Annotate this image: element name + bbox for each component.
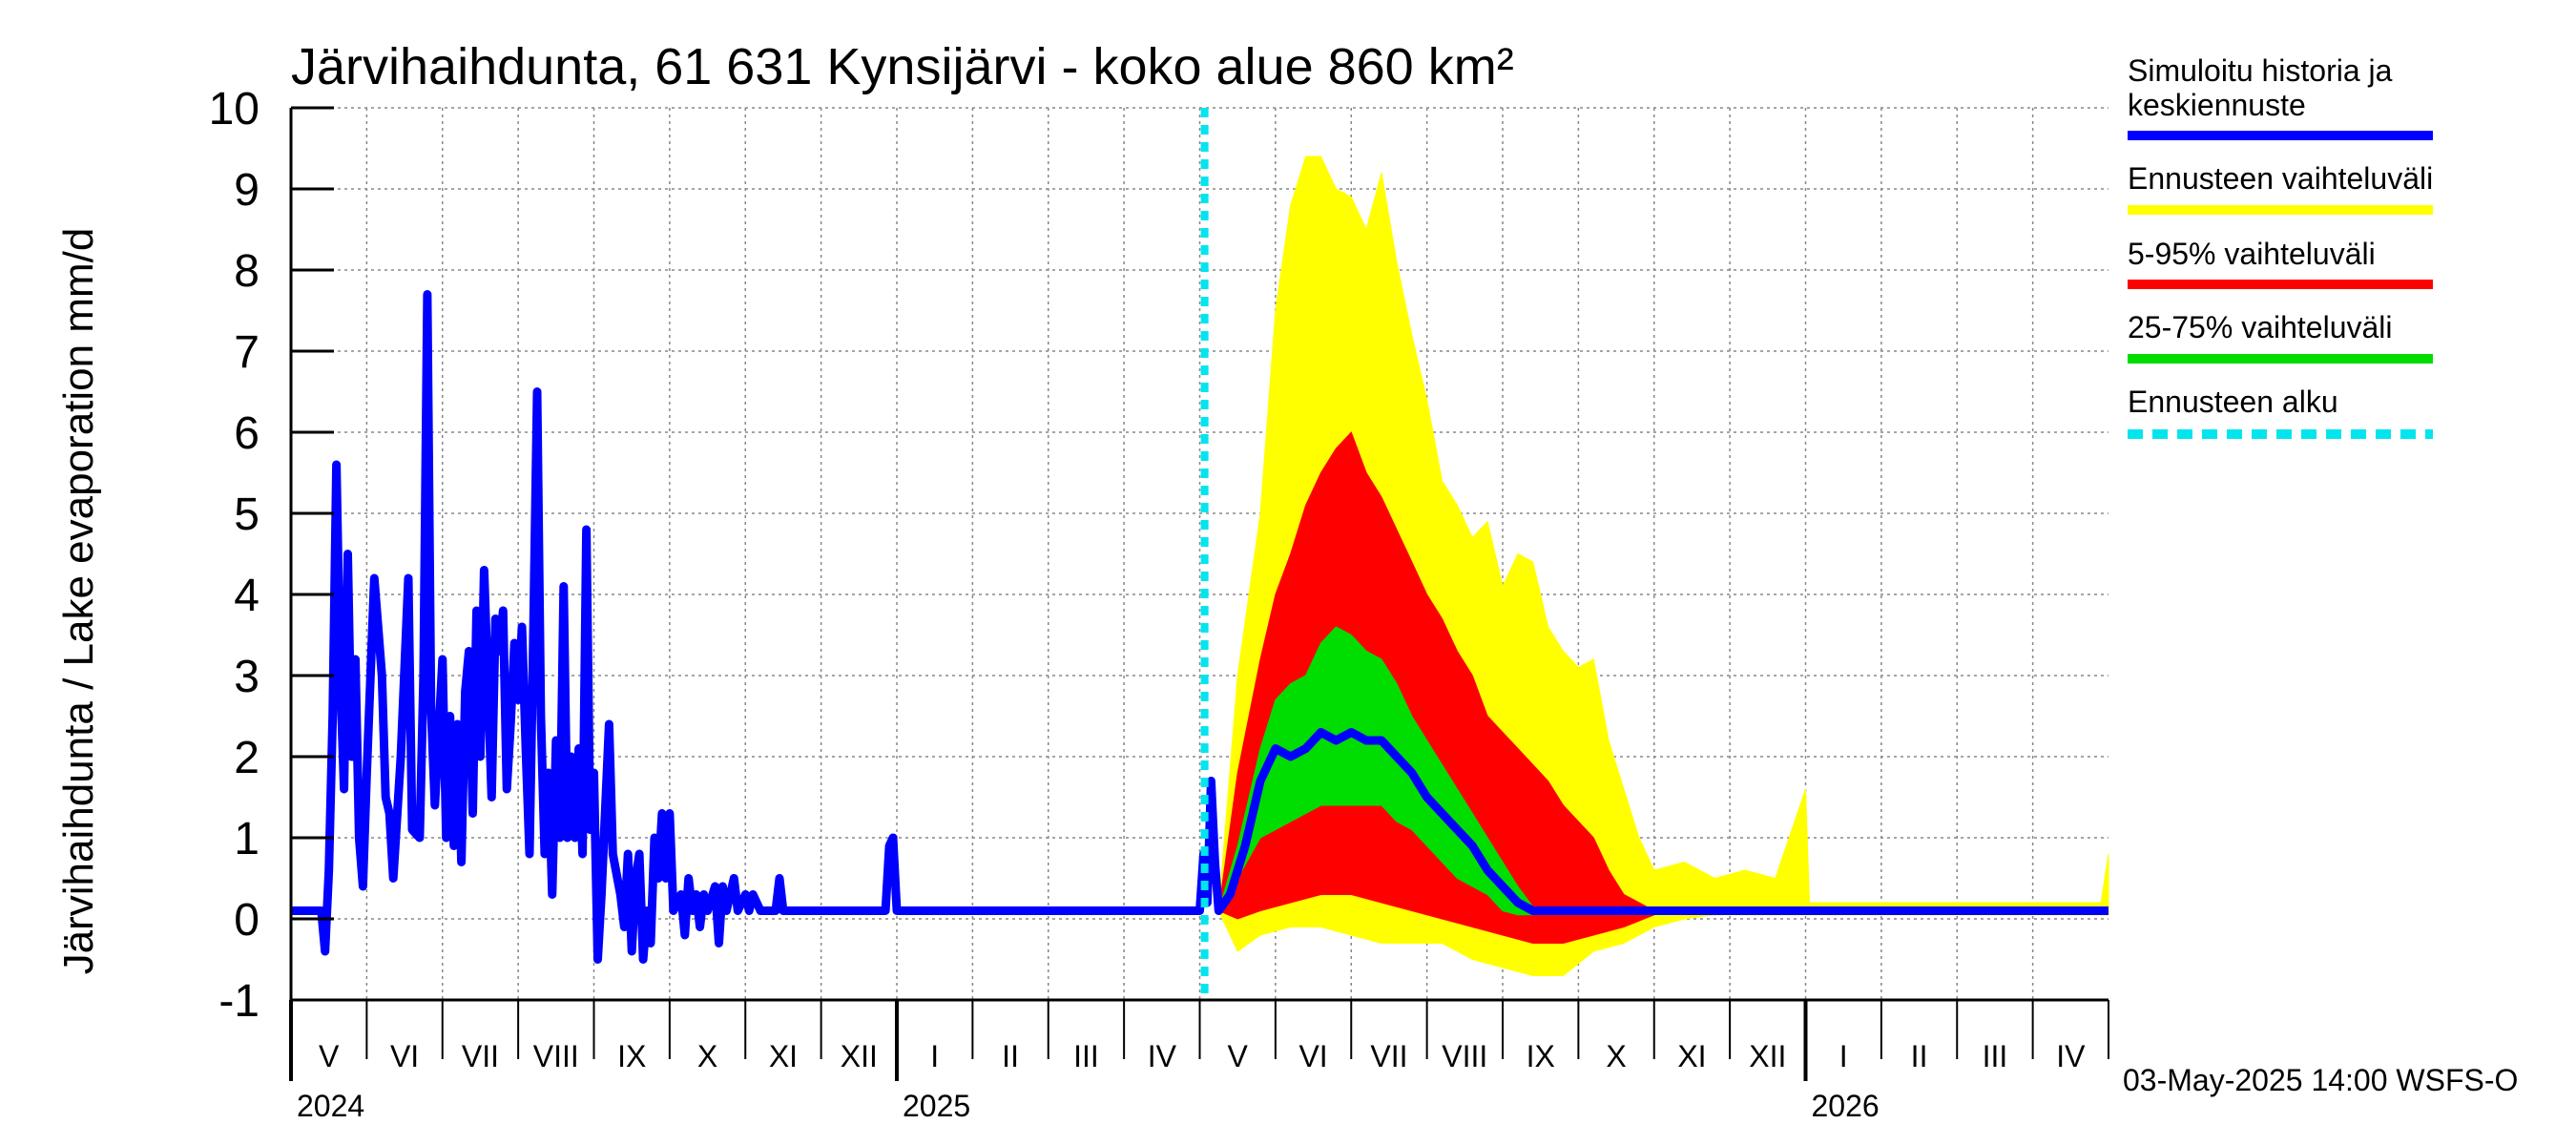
x-month-label: IV [1148, 1039, 1177, 1073]
x-month-label: XII [841, 1039, 878, 1073]
forecast-bands [1217, 156, 2109, 976]
chart-title: Järvihaihdunta, 61 631 Kynsijärvi - koko… [291, 38, 1514, 95]
x-month-label: III [1983, 1039, 2008, 1073]
y-tick-label: 9 [234, 165, 260, 216]
y-tick-label: 3 [234, 652, 260, 702]
x-month-label: III [1073, 1039, 1099, 1073]
x-month-label: X [697, 1039, 717, 1073]
x-month-label: I [930, 1039, 939, 1073]
y-tick-label: 2 [234, 733, 260, 783]
simulated-history-line [291, 290, 2109, 964]
y-tick-label: 10 [209, 84, 260, 135]
y-tick-label: 0 [234, 895, 260, 946]
y-tick-label: -1 [218, 976, 260, 1027]
legend-label: Ennusteen alku [2128, 385, 2338, 419]
x-month-label: V [319, 1039, 340, 1073]
y-tick-label: 7 [234, 327, 260, 378]
x-month-label: XI [1677, 1039, 1706, 1073]
legend: Simuloitu historia ja keskiennuste Ennuste… [2128, 53, 2433, 439]
y-tick-label: 4 [234, 571, 260, 621]
y-axis-label: Järvihaihdunta / Lake evaporation mm/d [55, 228, 102, 975]
x-month-label: X [1606, 1039, 1626, 1073]
band-5-95 [1217, 431, 1655, 944]
x-year-label: 2026 [1812, 1089, 1880, 1123]
y-tick-label: 1 [234, 814, 260, 864]
x-year-label: 2025 [903, 1089, 970, 1123]
x-month-label: II [1002, 1039, 1019, 1073]
x-month-label: XII [1749, 1039, 1786, 1073]
x-month-label: XI [769, 1039, 798, 1073]
x-month-label: VIII [533, 1039, 579, 1073]
x-month-label: VI [1298, 1039, 1327, 1073]
x-month-label: IX [617, 1039, 646, 1073]
x-year-label: 2024 [297, 1089, 364, 1123]
x-month-label: VII [462, 1039, 499, 1073]
x-month-label: VIII [1442, 1039, 1487, 1073]
legend-label: Simuloitu historia ja keskiennuste [2128, 53, 2393, 122]
x-month-label: I [1839, 1039, 1848, 1073]
x-month-label: VII [1370, 1039, 1407, 1073]
x-month-label: II [1911, 1039, 1928, 1073]
axes [289, 106, 2109, 1081]
series-lines [291, 108, 2109, 1000]
x-month-label: IX [1527, 1039, 1555, 1073]
legend-label: 25-75% vaihteluväli [2128, 310, 2393, 344]
y-tick-label: 8 [234, 246, 260, 297]
x-month-label: VI [390, 1039, 419, 1073]
y-tick-label: 5 [234, 489, 260, 540]
y-tick-label: 6 [234, 408, 260, 459]
legend-label: 5-95% vaihteluväli [2128, 237, 2376, 271]
x-month-label: V [1228, 1039, 1249, 1073]
x-month-label: IV [2056, 1039, 2086, 1073]
footer-timestamp: 03-May-2025 14:00 WSFS-O [2123, 1063, 2518, 1097]
y-tick-labels: -1 0 1 2 3 4 5 6 7 8 9 10 [209, 84, 260, 1027]
legend-label: Ennusteen vaihteluväli [2128, 161, 2433, 196]
